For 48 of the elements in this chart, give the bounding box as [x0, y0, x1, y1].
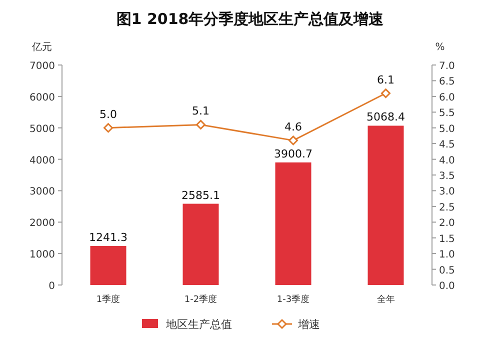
point	[288, 136, 298, 146]
y-tick-label: 7000	[30, 61, 55, 72]
point	[104, 123, 113, 133]
y-tick-label: 2000	[30, 218, 55, 230]
bar	[368, 126, 404, 285]
x-tick-label: 1-3季度	[276, 294, 310, 305]
point	[381, 88, 390, 98]
y2-tick-label: 1.0	[439, 250, 455, 261]
legend-label: 增速	[297, 318, 320, 331]
data-label: 5068.4	[366, 110, 405, 124]
bar	[275, 162, 312, 285]
point	[196, 120, 206, 130]
y2-tick-label: 6.0	[439, 92, 455, 104]
y-tick-label: 6000	[30, 92, 55, 104]
y-tick-label: 0	[48, 281, 55, 292]
data-label: 6.1	[377, 73, 394, 86]
y-tick-label: 3000	[30, 186, 55, 198]
y2-tick-label: 4.0	[439, 155, 455, 166]
y-tick-label: 4000	[30, 155, 55, 166]
y2-tick-label: 3.0	[439, 186, 455, 198]
y-tick-label: 5000	[30, 124, 55, 135]
y2-tick-label: 1.5	[439, 234, 455, 245]
x-tick-label: 1-2季度	[184, 294, 218, 305]
y2-tick-label: 5.5	[439, 108, 455, 120]
data-label: 4.6	[284, 120, 302, 134]
data-label: 1241.3	[89, 230, 128, 244]
y2-axis-title: %	[435, 42, 445, 53]
x-tick-label: 1季度	[96, 294, 120, 305]
y2-tick-label: 3.5	[439, 171, 455, 182]
legend-label: 地区生产总值	[165, 318, 232, 331]
data-label: 2585.1	[182, 188, 220, 202]
bar	[90, 246, 126, 285]
y2-tick-label: 4.5	[439, 140, 455, 151]
chart-title: 图1 2018年分季度地区生产总值及增速	[116, 10, 385, 28]
data-label: 5.0	[100, 108, 117, 121]
y-tick-label: 1000	[30, 250, 55, 261]
y2-tick-label: 0.0	[439, 281, 455, 292]
y2-tick-label: 6.5	[439, 76, 455, 88]
y2-tick-label: 5.0	[439, 124, 455, 135]
data-label: 5.1	[192, 104, 210, 118]
y2-tick-label: 0.5	[439, 265, 455, 276]
data-label: 3900.7	[274, 147, 312, 160]
y2-tick-label: 2.0	[439, 218, 455, 230]
x-tick-label: 全年	[376, 294, 395, 305]
bar	[182, 204, 219, 285]
y-axis-title: 亿元	[31, 42, 52, 53]
y2-tick-label: 2.5	[439, 202, 455, 214]
y2-tick-label: 7.0	[439, 61, 455, 72]
